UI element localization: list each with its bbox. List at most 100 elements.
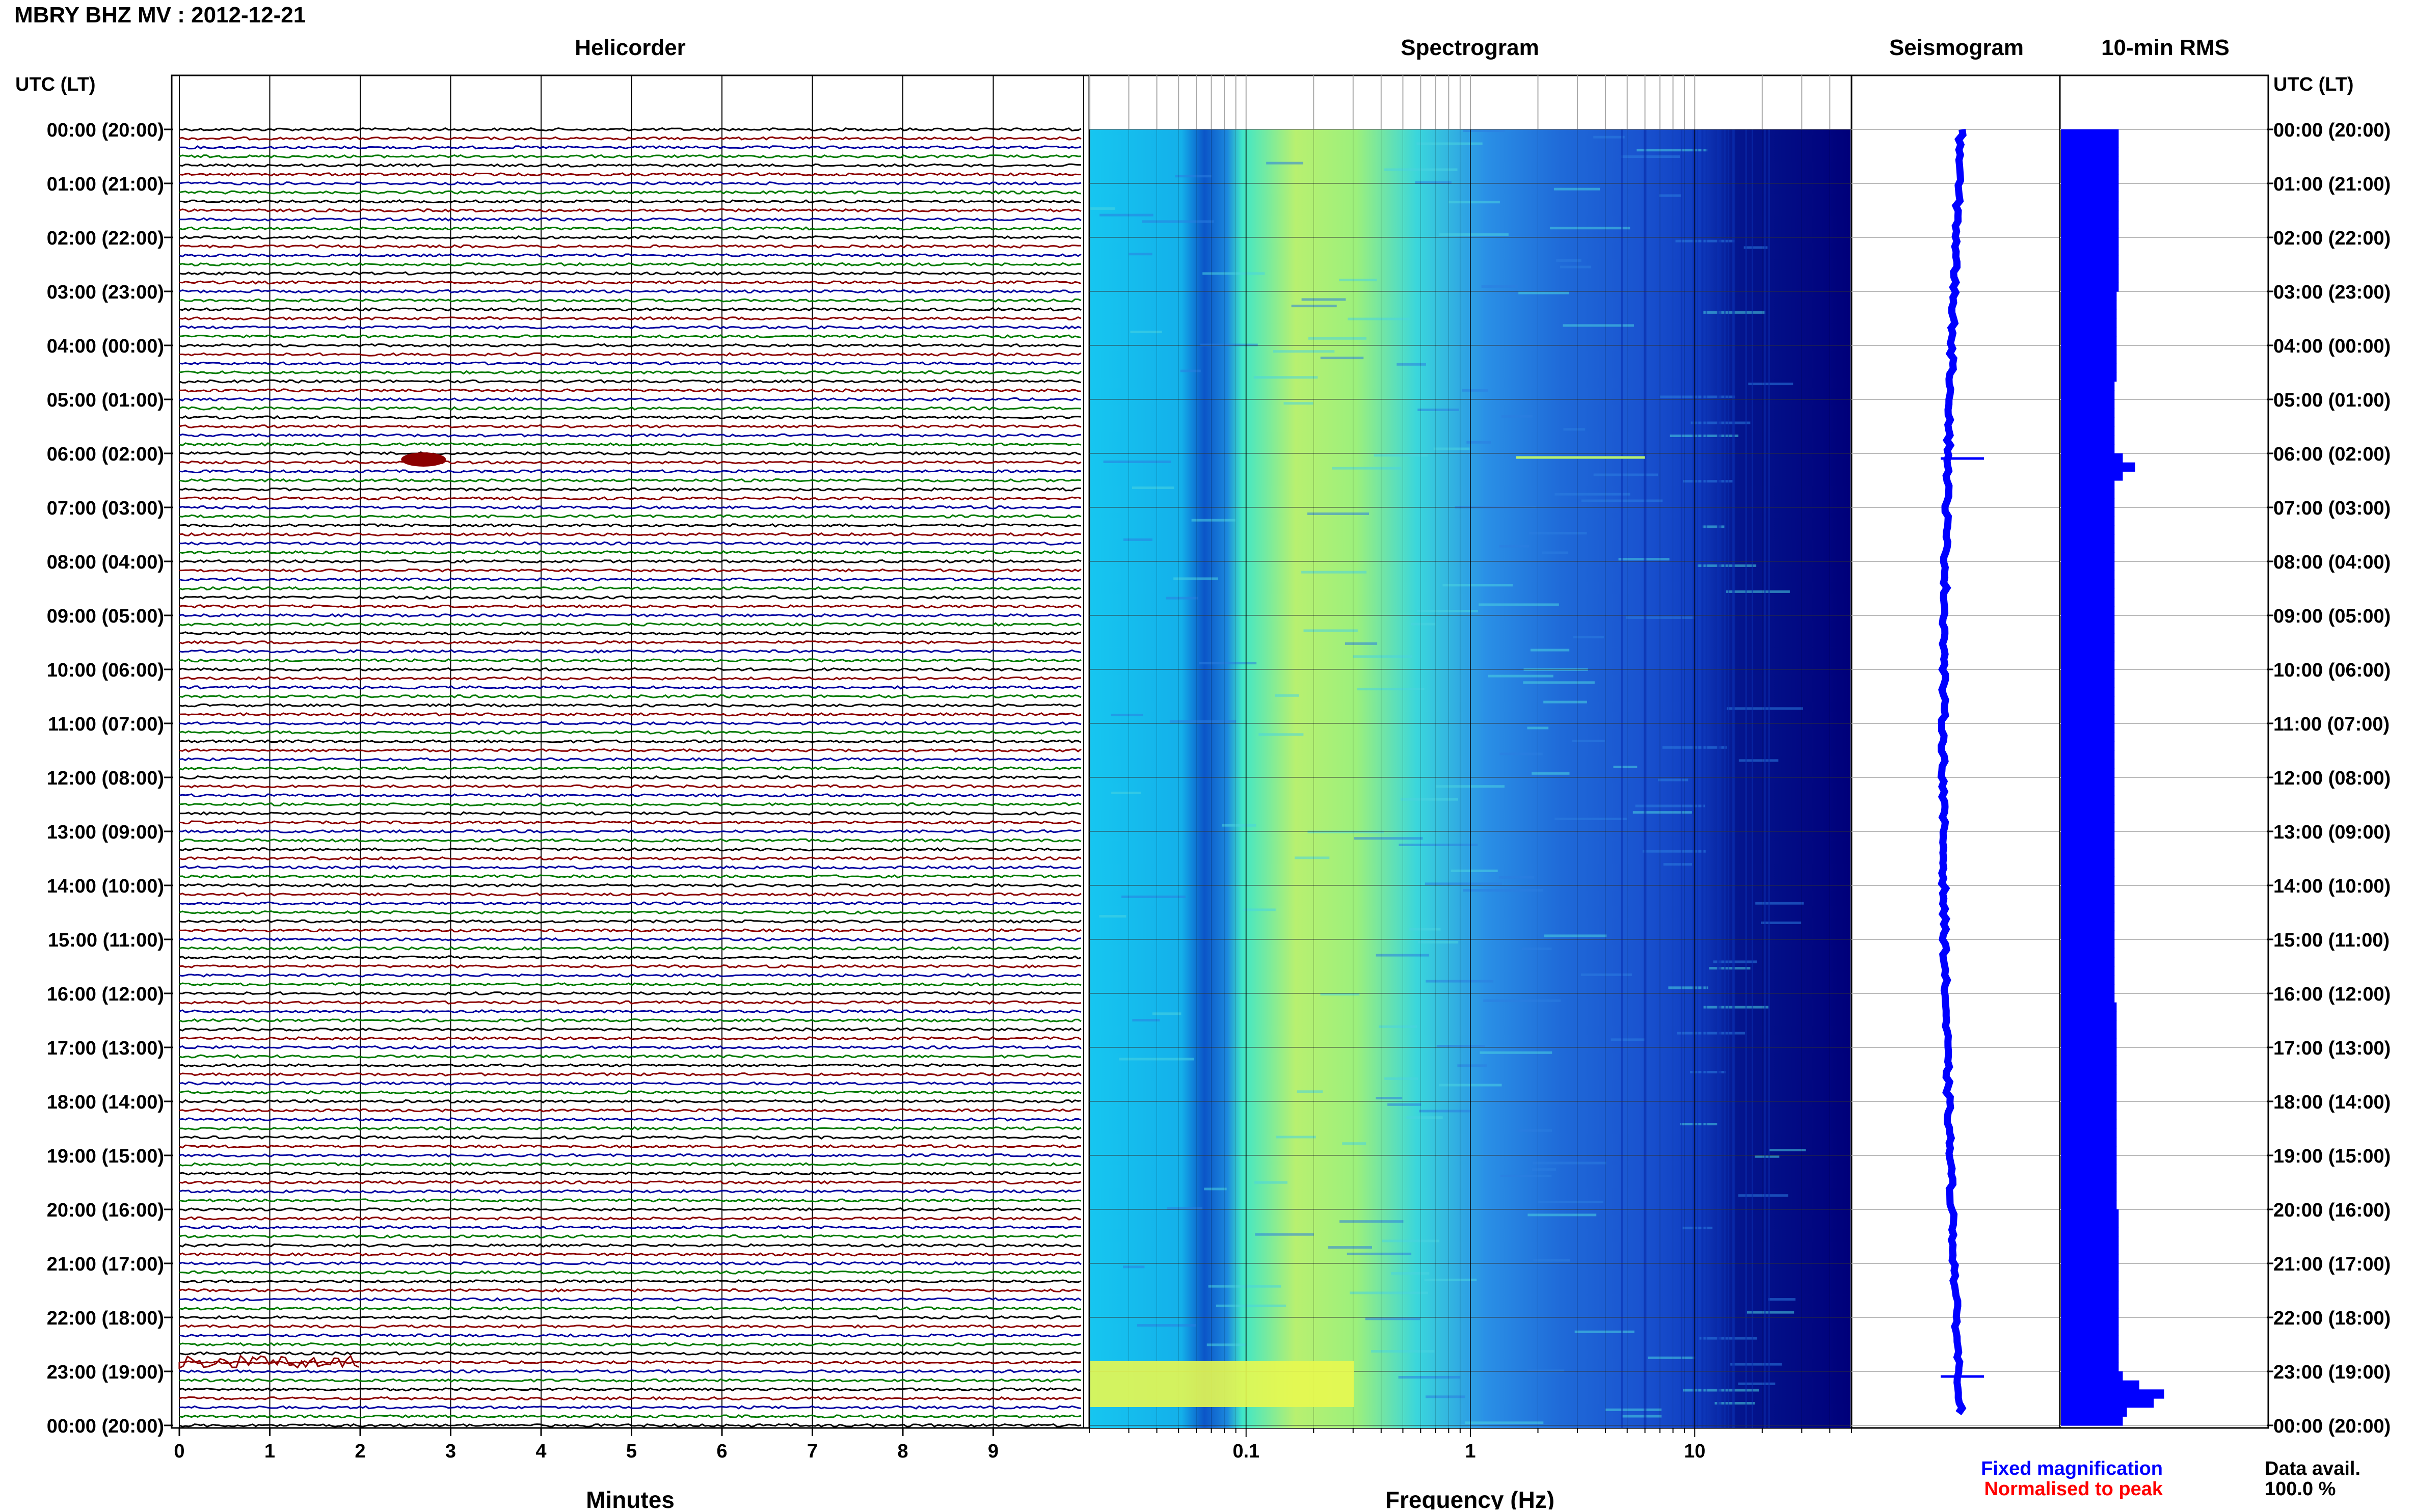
rms-bar bbox=[2061, 1011, 2117, 1021]
helicorder-trace bbox=[179, 496, 1082, 501]
rms-bar bbox=[2061, 1263, 2119, 1273]
helicorder-event-noise bbox=[178, 1354, 359, 1369]
spectrogram-speckle bbox=[1663, 863, 1693, 866]
time-tick-label: 21:00 (17:00) bbox=[47, 1254, 164, 1275]
rms-bar bbox=[2061, 1056, 2117, 1066]
time-tick-label: 12:00 (08:00) bbox=[2273, 768, 2391, 789]
helicorder-trace bbox=[179, 154, 1082, 159]
spectrogram-speckle bbox=[1648, 1356, 1695, 1359]
spectrogram-speckle bbox=[1605, 1408, 1662, 1411]
spectrogram-speckle bbox=[1276, 1136, 1316, 1139]
helicorder-trace bbox=[179, 1333, 1082, 1338]
helicorder-trace bbox=[179, 1423, 1082, 1428]
spectrogram-speckle bbox=[1419, 1110, 1471, 1113]
time-tick-label: 15:00 (11:00) bbox=[2273, 930, 2390, 951]
spectrogram-speckle bbox=[1426, 1395, 1465, 1398]
time-tick-label: 02:00 (22:00) bbox=[2273, 228, 2391, 249]
spectrogram-speckle bbox=[1573, 636, 1604, 639]
rms-bar bbox=[2061, 1371, 2123, 1381]
helicorder-trace bbox=[179, 1378, 1082, 1383]
frequency-tick-label: 0.1 bbox=[1232, 1441, 1259, 1462]
helicorder-trace bbox=[179, 1126, 1082, 1131]
spectrogram-speckle bbox=[1342, 1142, 1366, 1145]
spectrogram-speckle bbox=[1208, 1285, 1281, 1288]
helicorder-trace bbox=[179, 244, 1082, 249]
spectrogram-speckle bbox=[1658, 778, 1688, 781]
rms-bar bbox=[2061, 183, 2119, 193]
spectrogram-speckle bbox=[1266, 161, 1303, 165]
helicorder-trace bbox=[179, 865, 1082, 870]
rms-bar bbox=[2061, 696, 2115, 706]
spectrogram-speckle bbox=[1755, 902, 1804, 905]
spectrogram-speckle bbox=[1533, 1259, 1570, 1262]
helicorder-trace bbox=[179, 820, 1082, 825]
spectrogram-speckle bbox=[1130, 331, 1162, 334]
spectrogram-speckle bbox=[1488, 674, 1553, 678]
spectrogram-speckle bbox=[1339, 279, 1377, 282]
rms-bar bbox=[2061, 597, 2115, 607]
rms-bar bbox=[2061, 1380, 2139, 1390]
spectrogram-speckle bbox=[1636, 149, 1708, 152]
rms-bar bbox=[2061, 1110, 2117, 1120]
rms-bar bbox=[2061, 435, 2115, 445]
rms-bar bbox=[2061, 354, 2117, 364]
spectrogram-speckle bbox=[1275, 694, 1299, 697]
rms-bar bbox=[2061, 507, 2115, 517]
helicorder-trace bbox=[179, 748, 1082, 753]
rms-bar bbox=[2061, 795, 2115, 805]
spectrogram-speckle bbox=[1738, 1382, 1776, 1385]
rms-bar bbox=[2061, 246, 2119, 256]
time-axis-left: 00:00 (20:00) 01:00 (21:00) 02:00 (22:00) 0… bbox=[47, 120, 173, 1437]
rms-bar bbox=[2061, 237, 2119, 247]
helicorder-title: Helicorder bbox=[575, 35, 686, 60]
rms-bar bbox=[2061, 669, 2115, 679]
spectrogram-speckle bbox=[1301, 571, 1367, 574]
spectrogram-speckle bbox=[1222, 824, 1256, 827]
time-tick-label: 07:00 (03:00) bbox=[2273, 498, 2391, 519]
rms-bar bbox=[2061, 201, 2119, 211]
spectrogram-speckle bbox=[1543, 700, 1587, 704]
rms-bar bbox=[2061, 1146, 2117, 1156]
helicorder-trace bbox=[179, 1054, 1082, 1059]
spectrogram-speckle bbox=[1401, 798, 1458, 801]
spectrogram-speckle bbox=[1537, 1200, 1604, 1203]
rms-bar bbox=[2061, 732, 2115, 742]
time-tick-label: 08:00 (04:00) bbox=[47, 552, 164, 573]
helicorder-trace bbox=[179, 208, 1082, 213]
spectrogram-speckle bbox=[1527, 1213, 1597, 1217]
helicorder-trace bbox=[179, 550, 1082, 555]
rms-bar bbox=[2061, 471, 2123, 481]
time-tick-label: 20:00 (16:00) bbox=[47, 1200, 164, 1221]
helicorder-trace bbox=[179, 1045, 1082, 1050]
rms-bar bbox=[2061, 966, 2115, 976]
helicorder-trace bbox=[179, 793, 1082, 798]
helicorder-trace bbox=[179, 883, 1082, 888]
rms-bar bbox=[2061, 912, 2115, 922]
time-tick-label: 01:00 (21:00) bbox=[47, 174, 164, 195]
rms-bar bbox=[2061, 1245, 2119, 1255]
spectrogram-speckle bbox=[1199, 662, 1257, 665]
helicorder-trace bbox=[179, 1342, 1082, 1347]
rms-bar bbox=[2061, 678, 2115, 688]
rms-bar bbox=[2061, 975, 2115, 985]
helicorder-trace bbox=[179, 442, 1082, 447]
minute-tick-label: 2 bbox=[355, 1441, 365, 1462]
spectrogram-speckle bbox=[1738, 1194, 1788, 1197]
spectrogram-speckle bbox=[1626, 616, 1695, 619]
spectrogram-title: Spectrogram bbox=[1401, 35, 1539, 60]
rms-bar bbox=[2061, 705, 2115, 715]
spectrogram-speckle bbox=[1761, 921, 1802, 924]
spectrogram-speckle bbox=[1436, 1045, 1485, 1047]
spectrogram-speckle bbox=[1387, 1103, 1421, 1106]
rms-bar bbox=[2061, 156, 2119, 166]
rms-bar bbox=[2061, 903, 2115, 913]
spectrogram-speckle bbox=[1307, 512, 1370, 515]
time-tick-label: 11:00 (07:00) bbox=[2273, 714, 2390, 735]
spectrogram-speckle bbox=[1560, 265, 1592, 268]
spectrogram-speckle bbox=[1738, 759, 1779, 762]
seismogram-trace bbox=[1937, 129, 1967, 1416]
helicorder-trace bbox=[179, 946, 1082, 951]
helicorder-trace bbox=[179, 1261, 1082, 1266]
rms-bar bbox=[2061, 174, 2119, 184]
